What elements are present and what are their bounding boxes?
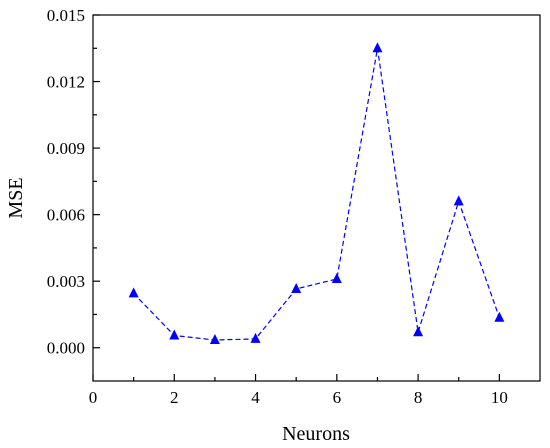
y-tick-label: 0.015 [47,6,85,25]
x-axis-ticks: 0 2 4 6 8 10 [89,374,508,407]
data-point-marker [128,287,139,298]
x-axis-title: Neurons [282,423,350,445]
y-tick-label: 0.000 [47,339,85,358]
y-tick-label: 0.009 [47,139,85,158]
x-tick-label: 0 [89,388,98,407]
x-tick-label: 2 [170,388,179,407]
series-markers [128,42,505,344]
data-point-marker [372,42,383,53]
data-point-marker [169,329,180,340]
series-line [133,48,500,341]
x-tick-label: 10 [491,388,508,407]
plot-area-frame [92,14,541,382]
data-point-marker [291,282,302,293]
y-tick-label: 0.012 [47,73,85,92]
y-tick-label: 0.003 [47,272,85,291]
data-point-marker [494,311,505,322]
y-axis-title: MSE [5,177,27,218]
y-axis-ticks: 0.000 0.003 0.006 0.009 0.012 0.015 [47,6,100,358]
data-point-marker [453,195,464,206]
x-tick-label: 8 [414,388,423,407]
data-point-marker [209,333,220,344]
data-point-marker [331,272,342,283]
x-tick-label: 4 [251,388,260,407]
x-tick-label: 6 [333,388,342,407]
y-tick-label: 0.006 [47,206,85,225]
data-point-marker [413,326,424,337]
data-point-marker [250,332,261,343]
